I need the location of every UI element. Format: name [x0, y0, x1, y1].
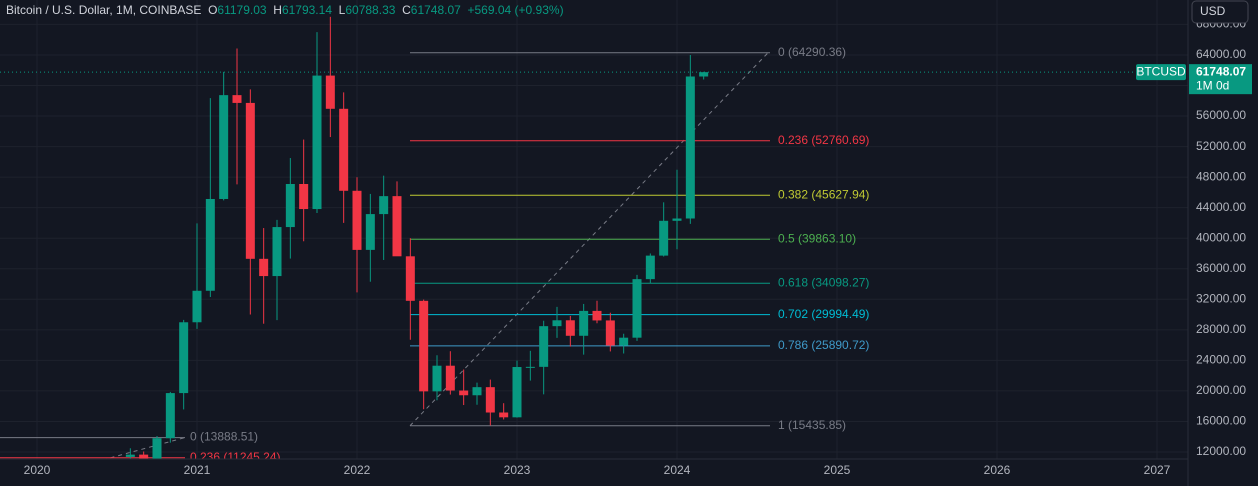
- y-tick-label: 40000.00: [1196, 230, 1246, 244]
- legend-prefix: L: [338, 3, 346, 17]
- axes: 12000.00 16000.00 20000.00 24000.00 28000.00…: [24, 17, 1252, 477]
- y-tick-label: 16000.00: [1196, 414, 1246, 428]
- candle-body: [592, 310, 602, 321]
- symbol-tag: [1136, 64, 1186, 81]
- fib-label: 0.786 (25890.72): [778, 338, 869, 352]
- y-tick-label: 48000.00: [1196, 169, 1246, 183]
- x-tick-label: 2023: [504, 463, 531, 477]
- y-tick-label: 24000.00: [1196, 353, 1246, 367]
- y-tick-label: 36000.00: [1196, 261, 1246, 275]
- legend-prefix: H: [273, 3, 282, 17]
- fib-label: 0.5 (39863.10): [778, 231, 856, 245]
- x-tick-label: 2027: [1144, 463, 1171, 477]
- candle-body: [579, 310, 589, 336]
- candle-body: [619, 337, 629, 346]
- candle-body: [552, 320, 562, 327]
- currency-button[interactable]: [1191, 0, 1249, 24]
- y-tick-label: 44000.00: [1196, 200, 1246, 214]
- candle-body: [205, 198, 215, 291]
- legend-prefix: C: [402, 3, 411, 17]
- x-tick-label: 2024: [664, 463, 691, 477]
- fib-label: 1 (15435.85): [778, 418, 846, 432]
- candle-body: [179, 322, 189, 394]
- candle-body: [352, 190, 362, 250]
- price-box: [1189, 64, 1252, 95]
- legend-low: 60788.33: [345, 3, 396, 17]
- legend: Bitcoin / U.S. Dollar, 1M, COINBASE O611…: [6, 3, 564, 17]
- candle-body: [325, 75, 335, 109]
- candle-body: [232, 95, 242, 103]
- symbol-tag-label: BTCUSD: [1136, 64, 1186, 78]
- currency-label[interactable]: USD: [1200, 4, 1226, 18]
- candle-body: [125, 454, 135, 457]
- candle-body: [645, 255, 655, 280]
- candle-body: [539, 326, 549, 367]
- x-tick-label: 2026: [984, 463, 1011, 477]
- fib-label: 0.236 (52760.69): [778, 133, 869, 147]
- legend-open: 61179.03: [217, 3, 267, 17]
- legend-title: Bitcoin / U.S. Dollar, 1M, COINBASE: [6, 3, 202, 17]
- candle-body: [432, 365, 442, 392]
- candle-body: [512, 367, 522, 418]
- candle-body: [632, 279, 642, 338]
- fib-label: 0.618 (34098.27): [778, 275, 869, 289]
- y-tick-label: 32000.00: [1196, 291, 1246, 305]
- candle-body: [165, 393, 175, 439]
- grid: [0, 0, 1188, 459]
- candle-body: [219, 95, 229, 199]
- candle-body: [152, 438, 162, 459]
- candle-body: [499, 412, 509, 418]
- legend-change: +569.04 (+0.93%): [467, 3, 564, 17]
- x-tick-label: 2025: [824, 463, 851, 477]
- price-box-value: 61748.07: [1196, 64, 1246, 78]
- y-tick-label: 56000.00: [1196, 108, 1246, 122]
- candle-body: [445, 365, 455, 391]
- candle-body: [405, 256, 415, 301]
- y-tick-label: 28000.00: [1196, 322, 1246, 336]
- fib-label: 0.236 (11245.24): [190, 450, 281, 464]
- y-tick-label: 64000.00: [1196, 47, 1246, 61]
- candle-body: [365, 214, 375, 250]
- candles: [0, 16, 1188, 459]
- y-tick-label: 52000.00: [1196, 139, 1246, 153]
- fib-label: 0 (13888.51): [190, 430, 258, 444]
- price-box-countdown: 1M 0d: [1196, 78, 1229, 92]
- x-tick-label: 2020: [24, 463, 51, 477]
- fib-label: 0.702 (29994.49): [778, 307, 869, 321]
- fib-retracement: 0 (64290.36) 0.236 (52760.69) 0.382 (45627…: [0, 45, 869, 464]
- y-tick-label: 20000.00: [1196, 383, 1246, 397]
- legend-high: 61793.14: [281, 3, 332, 17]
- candle-body: [379, 196, 389, 215]
- candle-body: [659, 220, 669, 256]
- candle-body: [525, 366, 535, 368]
- candle-body: [299, 183, 309, 210]
- candle-body: [272, 227, 282, 277]
- x-tick-label: 2022: [344, 463, 371, 477]
- candle-body: [339, 108, 349, 191]
- candle-body: [312, 75, 322, 210]
- fib-label: 0 (64290.36): [778, 45, 846, 59]
- candle-body: [419, 300, 429, 392]
- candle-body: [139, 454, 149, 459]
- candle-body: [392, 196, 402, 257]
- candle-body: [485, 387, 495, 413]
- candle-body: [245, 102, 255, 259]
- candle-body: [459, 390, 469, 396]
- legend-prefix: O: [208, 3, 218, 17]
- fib-label: 0.382 (45627.94): [778, 187, 869, 201]
- candle-body: [285, 183, 295, 228]
- candle-body: [699, 72, 709, 77]
- candle-body: [605, 320, 615, 346]
- candle-body: [565, 320, 575, 336]
- x-tick-label: 2021: [184, 463, 211, 477]
- y-tick-label: 12000.00: [1196, 444, 1246, 458]
- candle-body: [259, 258, 269, 277]
- legend-close: 61748.07: [410, 3, 461, 17]
- candle-body: [192, 290, 202, 323]
- candle-body: [685, 76, 695, 219]
- candle-body: [672, 218, 682, 221]
- candle-body: [472, 387, 482, 396]
